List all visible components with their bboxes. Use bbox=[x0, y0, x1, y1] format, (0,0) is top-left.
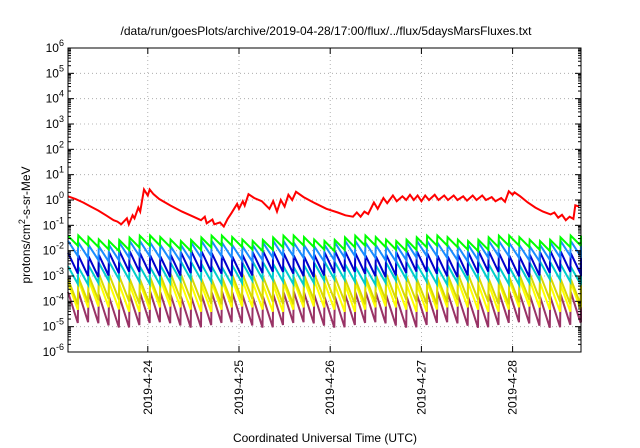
y-axis-label-superscript: 2 bbox=[17, 219, 27, 224]
y-tick-exponent: 3 bbox=[59, 114, 64, 124]
chart-title: /data/run/goesPlots/archive/2019-04-28/1… bbox=[121, 24, 533, 38]
y-axis-label-base: protons/cm bbox=[19, 224, 33, 283]
series-line-6 bbox=[67, 278, 582, 313]
y-tick-label: 104 bbox=[46, 89, 64, 106]
y-tick-exponent: -3 bbox=[56, 266, 64, 276]
y-tick-labels: 10-610-510-410-310-210-11001011021031041… bbox=[43, 38, 64, 359]
y-tick-exponent: -2 bbox=[56, 241, 64, 251]
axis-ticks bbox=[68, 47, 581, 353]
y-axis-label: protons/cm2-s-sr-MeV bbox=[17, 166, 33, 283]
y-tick-base: 10 bbox=[46, 168, 60, 182]
x-tick-label: 2019-4-27 bbox=[414, 360, 428, 415]
y-tick-exponent: -5 bbox=[56, 317, 64, 327]
y-tick-base: 10 bbox=[43, 269, 57, 283]
y-tick-base: 10 bbox=[46, 117, 60, 131]
x-tick-labels: 2019-4-24 2019-4-25 2019-4-26 2019-4-27 2019… bbox=[141, 360, 520, 415]
x-tick-label: 2019-4-26 bbox=[323, 360, 337, 415]
y-tick-base: 10 bbox=[43, 244, 57, 258]
y-tick-exponent: 6 bbox=[59, 38, 64, 48]
y-tick-base: 10 bbox=[46, 66, 60, 80]
x-tick-label: 2019-4-28 bbox=[506, 360, 520, 415]
x-tick-label: 2019-4-24 bbox=[141, 360, 155, 415]
y-tick-label: 102 bbox=[46, 139, 64, 156]
y-tick-exponent: 0 bbox=[59, 190, 64, 200]
series-lines bbox=[67, 186, 582, 329]
series-line-3 bbox=[67, 250, 582, 278]
series-line-0 bbox=[67, 186, 580, 229]
y-tick-base: 10 bbox=[46, 41, 60, 55]
y-tick-label: 10-5 bbox=[43, 317, 64, 334]
y-tick-base: 10 bbox=[43, 345, 57, 359]
y-tick-label: 101 bbox=[46, 165, 64, 182]
y-tick-label: 100 bbox=[46, 190, 64, 207]
y-tick-label: 105 bbox=[46, 63, 64, 80]
y-tick-label: 10-6 bbox=[43, 342, 64, 359]
y-tick-base: 10 bbox=[43, 320, 57, 334]
y-tick-label: 10-3 bbox=[43, 266, 64, 283]
series-line-2 bbox=[67, 237, 582, 265]
y-tick-base: 10 bbox=[43, 218, 57, 232]
x-axis-label: Coordinated Universal Time (UTC) bbox=[233, 431, 417, 445]
series-line-4 bbox=[67, 257, 582, 289]
x-tick-label: 2019-4-25 bbox=[232, 360, 246, 415]
y-tick-base: 10 bbox=[46, 193, 60, 207]
y-tick-base: 10 bbox=[43, 294, 57, 308]
y-tick-exponent: 1 bbox=[59, 165, 64, 175]
y-tick-exponent: 4 bbox=[59, 89, 64, 99]
y-tick-label: 10-1 bbox=[43, 215, 64, 232]
series-line-1 bbox=[67, 233, 582, 254]
y-tick-base: 10 bbox=[46, 92, 60, 106]
series-line-7 bbox=[67, 290, 582, 329]
y-tick-exponent: -6 bbox=[56, 342, 64, 352]
y-tick-label: 10-4 bbox=[43, 291, 64, 308]
y-tick-label: 10-2 bbox=[43, 241, 64, 258]
series-line-5 bbox=[67, 273, 582, 305]
y-tick-base: 10 bbox=[46, 142, 60, 156]
y-tick-exponent: -4 bbox=[56, 291, 64, 301]
y-tick-exponent: 2 bbox=[59, 139, 64, 149]
y-tick-exponent: 5 bbox=[59, 63, 64, 73]
y-tick-label: 103 bbox=[46, 114, 64, 131]
y-tick-exponent: -1 bbox=[56, 215, 64, 225]
y-axis-label-rest: -s-sr-MeV bbox=[19, 166, 33, 219]
y-tick-label: 106 bbox=[46, 38, 64, 55]
